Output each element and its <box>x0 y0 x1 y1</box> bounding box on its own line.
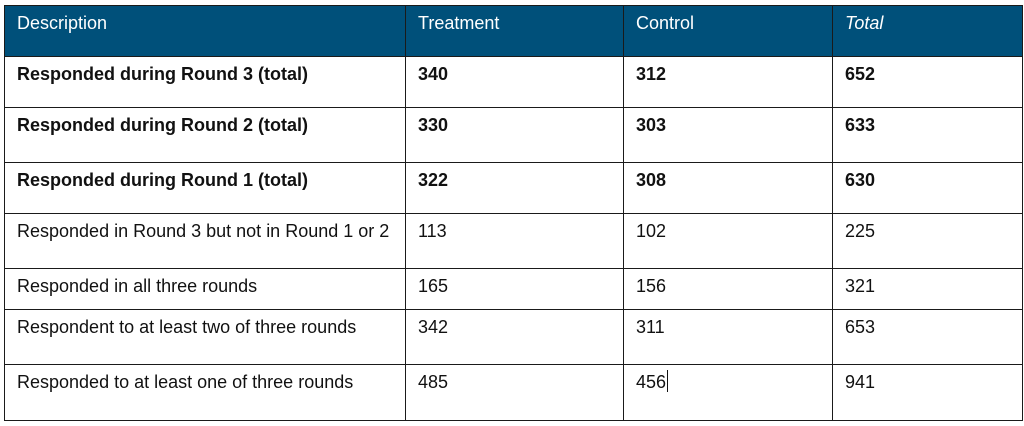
cell-description[interactable]: Responded during Round 3 (total) <box>4 56 406 108</box>
cell-total[interactable]: 633 <box>832 107 1023 163</box>
cell-control[interactable]: 102 <box>623 213 833 269</box>
cell-control[interactable]: 312 <box>623 56 833 108</box>
data-table: Description Treatment Control Total Resp… <box>4 5 1023 421</box>
cell-total[interactable]: 630 <box>832 162 1023 214</box>
table-row: Responded during Round 1 (total) 322 308… <box>4 162 1023 214</box>
cell-description[interactable]: Respondent to at least two of three roun… <box>4 309 406 365</box>
cell-treatment[interactable]: 340 <box>405 56 624 108</box>
header-treatment[interactable]: Treatment <box>405 5 624 57</box>
cell-control[interactable]: 303 <box>623 107 833 163</box>
cell-description[interactable]: Responded during Round 1 (total) <box>4 162 406 214</box>
cell-treatment[interactable]: 165 <box>405 268 624 310</box>
cell-control[interactable]: 308 <box>623 162 833 214</box>
cell-treatment[interactable]: 342 <box>405 309 624 365</box>
table-row: Responded during Round 3 (total) 340 312… <box>4 56 1023 108</box>
table-header-row: Description Treatment Control Total <box>4 5 1023 57</box>
cell-control[interactable]: 456 <box>623 364 833 421</box>
table-row: Respondent to at least two of three roun… <box>4 309 1023 365</box>
cell-treatment[interactable]: 485 <box>405 364 624 421</box>
cell-treatment[interactable]: 322 <box>405 162 624 214</box>
cell-total[interactable]: 652 <box>832 56 1023 108</box>
cell-total[interactable]: 225 <box>832 213 1023 269</box>
cell-total[interactable]: 941 <box>832 364 1023 421</box>
cell-description[interactable]: Responded in all three rounds <box>4 268 406 310</box>
header-description[interactable]: Description <box>4 5 406 57</box>
header-control[interactable]: Control <box>623 5 833 57</box>
text-cursor <box>667 370 669 392</box>
cell-total[interactable]: 321 <box>832 268 1023 310</box>
header-total[interactable]: Total <box>832 5 1023 57</box>
cell-control[interactable]: 311 <box>623 309 833 365</box>
data-table-container: Description Treatment Control Total Resp… <box>4 5 1023 421</box>
cell-treatment[interactable]: 330 <box>405 107 624 163</box>
cell-description[interactable]: Responded to at least one of three round… <box>4 364 406 421</box>
table-row: Responded in Round 3 but not in Round 1 … <box>4 213 1023 269</box>
table-row: Responded in all three rounds 165 156 32… <box>4 268 1023 310</box>
cell-treatment[interactable]: 113 <box>405 213 624 269</box>
cell-description[interactable]: Responded during Round 2 (total) <box>4 107 406 163</box>
table-row: Responded to at least one of three round… <box>4 364 1023 421</box>
cell-description[interactable]: Responded in Round 3 but not in Round 1 … <box>4 213 406 269</box>
cell-total[interactable]: 653 <box>832 309 1023 365</box>
cell-control-value: 456 <box>636 372 667 392</box>
table-row: Responded during Round 2 (total) 330 303… <box>4 107 1023 163</box>
cell-control[interactable]: 156 <box>623 268 833 310</box>
